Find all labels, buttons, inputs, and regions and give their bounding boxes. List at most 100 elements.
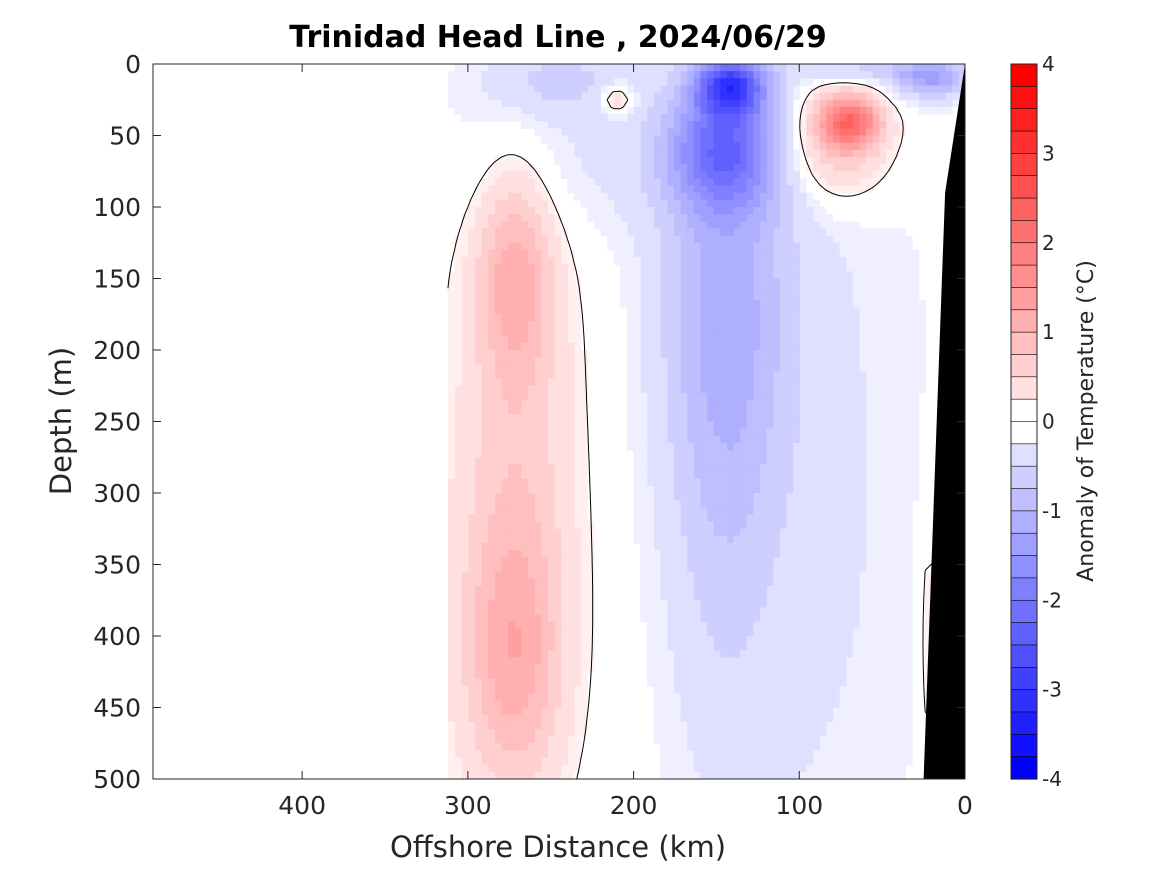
field-cell	[706, 535, 714, 544]
field-cell	[679, 199, 688, 208]
field-cell	[514, 428, 522, 437]
field-cell	[653, 564, 661, 573]
field-cell	[805, 128, 814, 137]
field-cell	[872, 178, 880, 187]
field-cell	[520, 235, 529, 244]
field-cell	[832, 328, 840, 337]
field-cell	[852, 585, 860, 594]
field-cell	[799, 278, 807, 287]
field-cell	[746, 292, 754, 301]
field-cell	[819, 500, 827, 508]
field-cell	[852, 450, 860, 458]
field-cell	[507, 378, 515, 387]
field-cell	[534, 285, 542, 294]
field-cell	[872, 350, 880, 358]
field-cell	[852, 99, 860, 108]
field-cell	[845, 535, 853, 544]
field-cell	[454, 385, 462, 394]
field-cell	[646, 543, 655, 551]
field-cell	[646, 385, 655, 394]
field-cell	[501, 543, 509, 551]
field-cell	[759, 521, 767, 530]
field-cell	[819, 257, 827, 265]
field-cell	[825, 485, 834, 494]
field-cell	[554, 600, 562, 608]
field-cell	[646, 621, 655, 630]
field-cell	[580, 106, 588, 115]
field-cell	[772, 364, 780, 373]
field-cell	[739, 371, 747, 380]
field-cell	[951, 99, 959, 108]
field-cell	[666, 421, 674, 430]
field-cell	[845, 521, 853, 530]
field-cell	[892, 485, 900, 494]
field-cell	[640, 192, 648, 201]
field-cell	[792, 514, 800, 523]
field-cell	[799, 628, 807, 637]
field-cell	[779, 600, 787, 608]
field-cell	[733, 278, 741, 287]
field-cell	[580, 535, 588, 544]
field-cell	[852, 335, 860, 344]
field-cell	[872, 385, 880, 394]
field-cell	[805, 64, 814, 72]
field-cell	[779, 99, 787, 108]
field-cell	[487, 92, 495, 101]
field-cell	[560, 128, 568, 137]
field-cell	[494, 493, 502, 501]
field-cell	[554, 142, 562, 151]
field-cell	[766, 207, 774, 215]
field-cell	[812, 400, 820, 408]
field-cell	[872, 500, 880, 508]
field-cell	[739, 507, 747, 516]
field-cell	[514, 414, 522, 423]
field-cell	[454, 99, 462, 108]
field-cell	[580, 92, 588, 101]
field-cell	[660, 64, 668, 72]
field-cell	[573, 414, 582, 423]
field-cell	[520, 321, 529, 330]
field-cell	[653, 99, 661, 108]
field-cell	[487, 192, 495, 201]
field-cell	[693, 485, 701, 494]
field-cell	[534, 214, 542, 222]
field-cell	[554, 371, 562, 380]
field-cell	[679, 121, 688, 129]
field-cell	[679, 507, 688, 516]
field-cell	[679, 593, 688, 601]
field-cell	[554, 550, 562, 558]
field-cell	[527, 178, 535, 187]
field-cell	[779, 85, 787, 94]
field-cell	[547, 385, 555, 394]
field-cell	[507, 78, 515, 87]
field-cell	[620, 285, 628, 294]
field-cell	[878, 292, 887, 301]
field-cell	[885, 249, 893, 258]
field-cell	[905, 571, 913, 580]
field-cell	[626, 371, 635, 380]
field-cell	[660, 214, 668, 222]
field-cell	[726, 71, 734, 79]
field-cell	[693, 235, 701, 244]
field-cell	[560, 421, 568, 430]
field-cell	[766, 328, 774, 337]
field-cell	[858, 292, 867, 301]
field-cell	[547, 392, 555, 401]
field-cell	[447, 314, 456, 322]
field-cell	[501, 585, 509, 594]
field-cell	[587, 128, 595, 137]
field-cell	[878, 364, 887, 373]
field-cell	[812, 214, 820, 222]
field-cell	[746, 442, 754, 451]
field-cell	[898, 249, 906, 258]
field-cell	[554, 114, 562, 122]
field-cell	[501, 500, 509, 508]
field-cell	[845, 142, 853, 151]
field-cell	[898, 128, 906, 137]
field-cell	[633, 185, 641, 194]
field-cell	[858, 593, 867, 601]
field-cell	[739, 543, 747, 551]
field-cell	[786, 307, 794, 315]
field-cell	[507, 106, 515, 115]
field-cell	[660, 278, 668, 287]
